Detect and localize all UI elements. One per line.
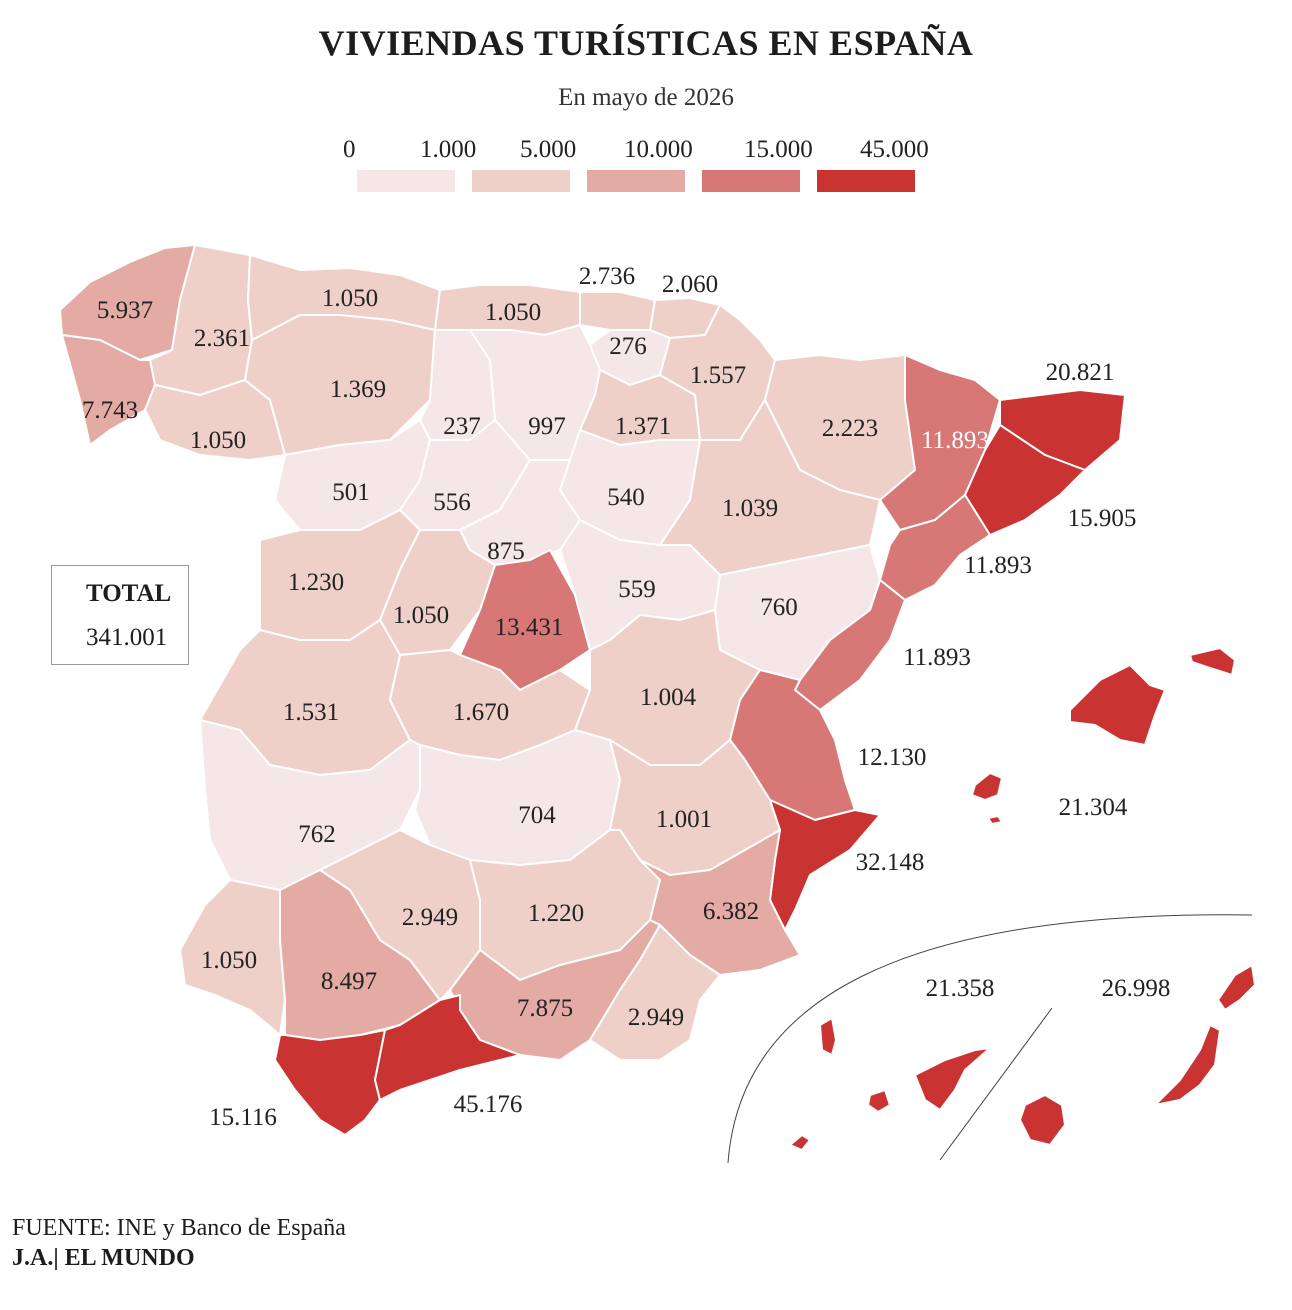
legend-label: 10.000 bbox=[624, 136, 693, 163]
label-valladolid: 556 bbox=[433, 489, 471, 516]
label-las-palmas: 26.998 bbox=[1102, 975, 1171, 1002]
island-ibiza bbox=[971, 772, 1003, 801]
label-huelva: 1.050 bbox=[201, 947, 257, 974]
canary-inset-frame bbox=[727, 914, 1253, 1164]
province-malaga bbox=[374, 994, 521, 1101]
label-granada: 7.875 bbox=[517, 995, 573, 1022]
label-albacete: 1.001 bbox=[656, 806, 712, 833]
label-a-coruna: 5.937 bbox=[97, 297, 153, 324]
island-la-gomera bbox=[867, 1089, 891, 1113]
map-title: VIVIENDAS TURÍSTICAS EN ESPAÑA bbox=[318, 23, 974, 63]
label-toledo: 1.670 bbox=[453, 699, 509, 726]
province-cadiz bbox=[274, 1029, 386, 1136]
legend-swatch bbox=[817, 170, 915, 192]
label-malaga: 45.176 bbox=[454, 1091, 523, 1118]
source-note: FUENTE: INE y Banco de España bbox=[12, 1215, 346, 1241]
label-valencia: 12.130 bbox=[858, 744, 927, 771]
island-gran-canaria bbox=[1019, 1094, 1066, 1146]
province-baleares bbox=[1069, 664, 1166, 746]
legend-swatch bbox=[472, 170, 570, 192]
label-alicante: 32.148 bbox=[856, 849, 925, 876]
canary-divider bbox=[939, 1007, 1053, 1161]
label-ciudad-real: 704 bbox=[518, 802, 556, 829]
label-girona: 20.821 bbox=[1046, 359, 1115, 386]
province-barcelona bbox=[964, 424, 1086, 536]
legend-label: 15.000 bbox=[744, 136, 813, 163]
legend-swatch bbox=[702, 170, 800, 192]
label-almeria: 2.949 bbox=[628, 1004, 684, 1031]
label-tarragona: 11.893 bbox=[964, 552, 1032, 579]
legend-label: 1.000 bbox=[420, 136, 477, 163]
label-sevilla: 8.497 bbox=[321, 968, 377, 995]
label-cantabria: 1.050 bbox=[485, 299, 541, 326]
label-baleares: 21.304 bbox=[1059, 794, 1128, 821]
label-leon: 1.369 bbox=[330, 376, 386, 403]
legend-label: 0 bbox=[343, 136, 356, 163]
label-barcelona: 15.905 bbox=[1068, 505, 1137, 532]
label-navarra: 1.557 bbox=[690, 362, 746, 389]
label-vizcaya: 2.736 bbox=[579, 263, 635, 290]
label-asturias: 1.050 bbox=[322, 285, 378, 312]
label-cadiz: 15.116 bbox=[209, 1104, 277, 1131]
label-salamanca: 1.230 bbox=[288, 569, 344, 596]
label-jaen: 1.220 bbox=[528, 900, 584, 927]
label-huesca: 2.223 bbox=[822, 415, 878, 442]
province-vizcaya bbox=[579, 291, 656, 331]
label-lleida: 11.893 bbox=[921, 427, 989, 454]
label-palencia: 237 bbox=[443, 413, 481, 440]
island-fuerteventura bbox=[1154, 1024, 1221, 1106]
province-leon bbox=[244, 314, 436, 456]
province-almeria bbox=[589, 924, 721, 1061]
island-lanzarote bbox=[1217, 964, 1256, 1011]
legend-swatch bbox=[587, 170, 685, 192]
total-box: TOTAL 341.001 bbox=[51, 565, 189, 665]
label-burgos: 997 bbox=[528, 413, 566, 440]
label-guadalajara: 559 bbox=[618, 576, 656, 603]
province-avila bbox=[379, 529, 496, 656]
label-cordoba: 2.949 bbox=[402, 904, 458, 931]
legend-swatch bbox=[357, 170, 455, 192]
label-lugo: 2.361 bbox=[194, 325, 250, 352]
credit-note: J.A.| EL MUNDO bbox=[12, 1245, 195, 1271]
label-segovia: 875 bbox=[487, 538, 525, 565]
map-subtitle: En mayo de 2026 bbox=[558, 84, 734, 111]
island-tenerife bbox=[914, 1047, 991, 1111]
label-badajoz: 762 bbox=[298, 821, 336, 848]
label-soria: 540 bbox=[607, 484, 645, 511]
label-madrid: 13.431 bbox=[495, 614, 564, 641]
label-santa-cruz-de-tenerife: 21.358 bbox=[926, 975, 995, 1002]
province-tarragona bbox=[879, 494, 991, 601]
label-la-rioja: 1.371 bbox=[615, 413, 671, 440]
label-alava: 276 bbox=[609, 333, 647, 360]
label-zaragoza: 1.039 bbox=[722, 495, 778, 522]
island-el-hierro bbox=[789, 1134, 811, 1151]
label-ourense: 1.050 bbox=[190, 427, 246, 454]
label-castellon: 11.893 bbox=[903, 644, 971, 671]
total-value: 341.001 bbox=[86, 624, 168, 651]
label-pontevedra: 7.743 bbox=[82, 397, 138, 424]
label-cuenca: 1.004 bbox=[640, 684, 697, 711]
label-avila: 1.050 bbox=[393, 602, 449, 629]
label-guipuzcoa: 2.060 bbox=[662, 271, 718, 298]
total-title: TOTAL bbox=[86, 580, 172, 607]
label-teruel: 760 bbox=[760, 594, 798, 621]
legend-label: 5.000 bbox=[520, 136, 577, 163]
island-menorca bbox=[1189, 647, 1236, 676]
label-caceres: 1.531 bbox=[283, 699, 339, 726]
island-formentera bbox=[987, 815, 1003, 825]
legend-label: 45.000 bbox=[860, 136, 929, 163]
island-la-palma bbox=[819, 1017, 837, 1056]
label-zamora: 501 bbox=[332, 479, 370, 506]
label-murcia: 6.382 bbox=[703, 898, 759, 925]
